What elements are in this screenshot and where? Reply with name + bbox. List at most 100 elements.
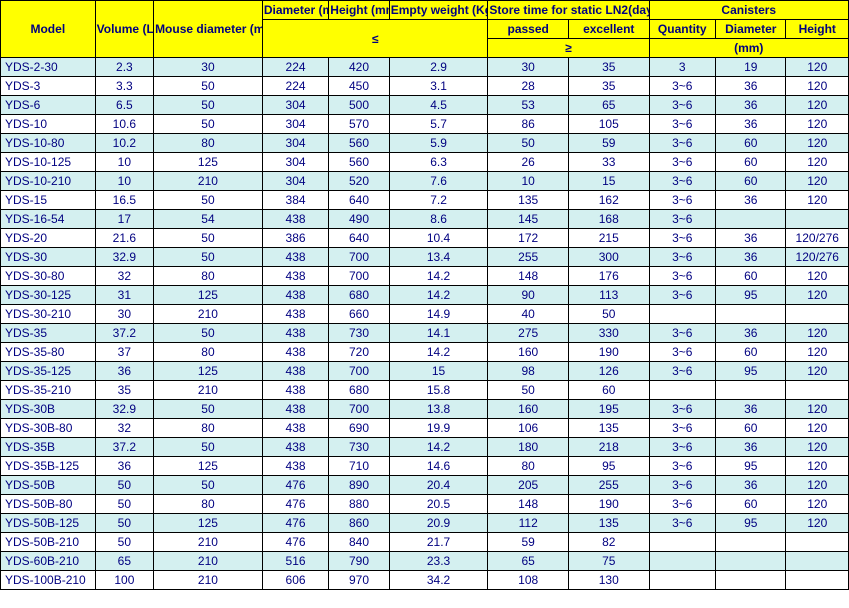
cell: 3~6 — [649, 514, 715, 533]
cell: YDS-30-80 — [1, 267, 96, 286]
cell: 75 — [568, 552, 649, 571]
table-row: YDS-50B-80508047688020.51481903~660120 — [1, 495, 849, 514]
cell: 3~6 — [649, 495, 715, 514]
cell: 14.2 — [389, 343, 488, 362]
cell: 36 — [716, 476, 786, 495]
cell: 210 — [154, 381, 263, 400]
cell: 95 — [716, 457, 786, 476]
table-row: YDS-33.3502244503.128353~636120 — [1, 77, 849, 96]
cell: YDS-3 — [1, 77, 96, 96]
cell: 438 — [262, 381, 328, 400]
hdr-quantity: Quantity — [649, 20, 715, 39]
table-row: YDS-35-1253612543870015981263~695120 — [1, 362, 849, 381]
cell: 3~6 — [649, 400, 715, 419]
cell: 20.5 — [389, 495, 488, 514]
hdr-empty-weight: Empty weight (Kg) — [389, 1, 488, 20]
cell: 36 — [95, 457, 153, 476]
hdr-model: Model — [1, 1, 96, 58]
cell: 5.9 — [389, 134, 488, 153]
cell: 53 — [488, 96, 569, 115]
cell: 168 — [568, 210, 649, 229]
cell: 3~6 — [649, 286, 715, 305]
cell: 476 — [262, 476, 328, 495]
hdr-mouse-diameter: Mouse diameter (mm) — [154, 1, 263, 58]
hdr-canisters: Canisters — [649, 1, 848, 20]
cell — [716, 210, 786, 229]
cell: 4.5 — [389, 96, 488, 115]
cell: 36 — [716, 248, 786, 267]
cell: YDS-10-125 — [1, 153, 96, 172]
cell — [649, 305, 715, 324]
table-header: Model Volume (L) Mouse diameter (mm) Dia… — [1, 1, 849, 58]
cell: 33 — [568, 153, 649, 172]
cell: 14.6 — [389, 457, 488, 476]
cell: 30 — [95, 305, 153, 324]
cell: YDS-60B-210 — [1, 552, 96, 571]
cell: YDS-35-125 — [1, 362, 96, 381]
cell: 304 — [262, 96, 328, 115]
cell: 438 — [262, 248, 328, 267]
cell: 120 — [786, 77, 849, 96]
cell: 13.4 — [389, 248, 488, 267]
cell: 730 — [329, 438, 389, 457]
cell: 30 — [488, 58, 569, 77]
cell: 438 — [262, 362, 328, 381]
cell: 50 — [154, 324, 263, 343]
cell: 490 — [329, 210, 389, 229]
cell: 3~6 — [649, 96, 715, 115]
table-row: YDS-3032.95043870013.42553003~636120/276 — [1, 248, 849, 267]
cell: YDS-35B — [1, 438, 96, 457]
cell: 224 — [262, 58, 328, 77]
cell: 690 — [329, 419, 389, 438]
cell: 80 — [154, 343, 263, 362]
cell: 210 — [154, 571, 263, 590]
cell: 50 — [154, 191, 263, 210]
cell: YDS-10-210 — [1, 172, 96, 191]
cell: 890 — [329, 476, 389, 495]
cell: 32 — [95, 419, 153, 438]
cell: 3~6 — [649, 476, 715, 495]
cell — [786, 552, 849, 571]
cell: 205 — [488, 476, 569, 495]
hdr-store-time: Store time for static LN2(day) — [488, 1, 649, 20]
cell: 3~6 — [649, 210, 715, 229]
table-row: YDS-10-8010.2803045605.950593~660120 — [1, 134, 849, 153]
cell: 218 — [568, 438, 649, 457]
cell: 15 — [568, 172, 649, 191]
cell: 32.9 — [95, 400, 153, 419]
cell: 19.9 — [389, 419, 488, 438]
cell: 14.9 — [389, 305, 488, 324]
table-row: YDS-30-2103021043866014.94050 — [1, 305, 849, 324]
cell: 640 — [329, 229, 389, 248]
cell: 120 — [786, 134, 849, 153]
table-row: YDS-60B-2106521051679023.36575 — [1, 552, 849, 571]
cell: 700 — [329, 267, 389, 286]
cell: 54 — [154, 210, 263, 229]
cell: 82 — [568, 533, 649, 552]
cell: 10.6 — [95, 115, 153, 134]
table-row: YDS-1516.5503846407.21351623~636120 — [1, 191, 849, 210]
cell: YDS-30-125 — [1, 286, 96, 305]
cell: 210 — [154, 533, 263, 552]
cell: 135 — [488, 191, 569, 210]
cell: YDS-30-210 — [1, 305, 96, 324]
cell: 516 — [262, 552, 328, 571]
cell: 148 — [488, 495, 569, 514]
cell: 2.9 — [389, 58, 488, 77]
cell: 32.9 — [95, 248, 153, 267]
cell: 560 — [329, 134, 389, 153]
cell: 10.2 — [95, 134, 153, 153]
cell: YDS-50B-125 — [1, 514, 96, 533]
cell: 36 — [95, 362, 153, 381]
cell: YDS-50B-210 — [1, 533, 96, 552]
cell: 6.3 — [389, 153, 488, 172]
cell: 570 — [329, 115, 389, 134]
cell: 195 — [568, 400, 649, 419]
cell: 37.2 — [95, 438, 153, 457]
cell: YDS-10 — [1, 115, 96, 134]
cell: 7.6 — [389, 172, 488, 191]
table-row: YDS-30-1253112543868014.2901133~695120 — [1, 286, 849, 305]
cell — [649, 552, 715, 571]
cell: 3.3 — [95, 77, 153, 96]
cell: 304 — [262, 134, 328, 153]
